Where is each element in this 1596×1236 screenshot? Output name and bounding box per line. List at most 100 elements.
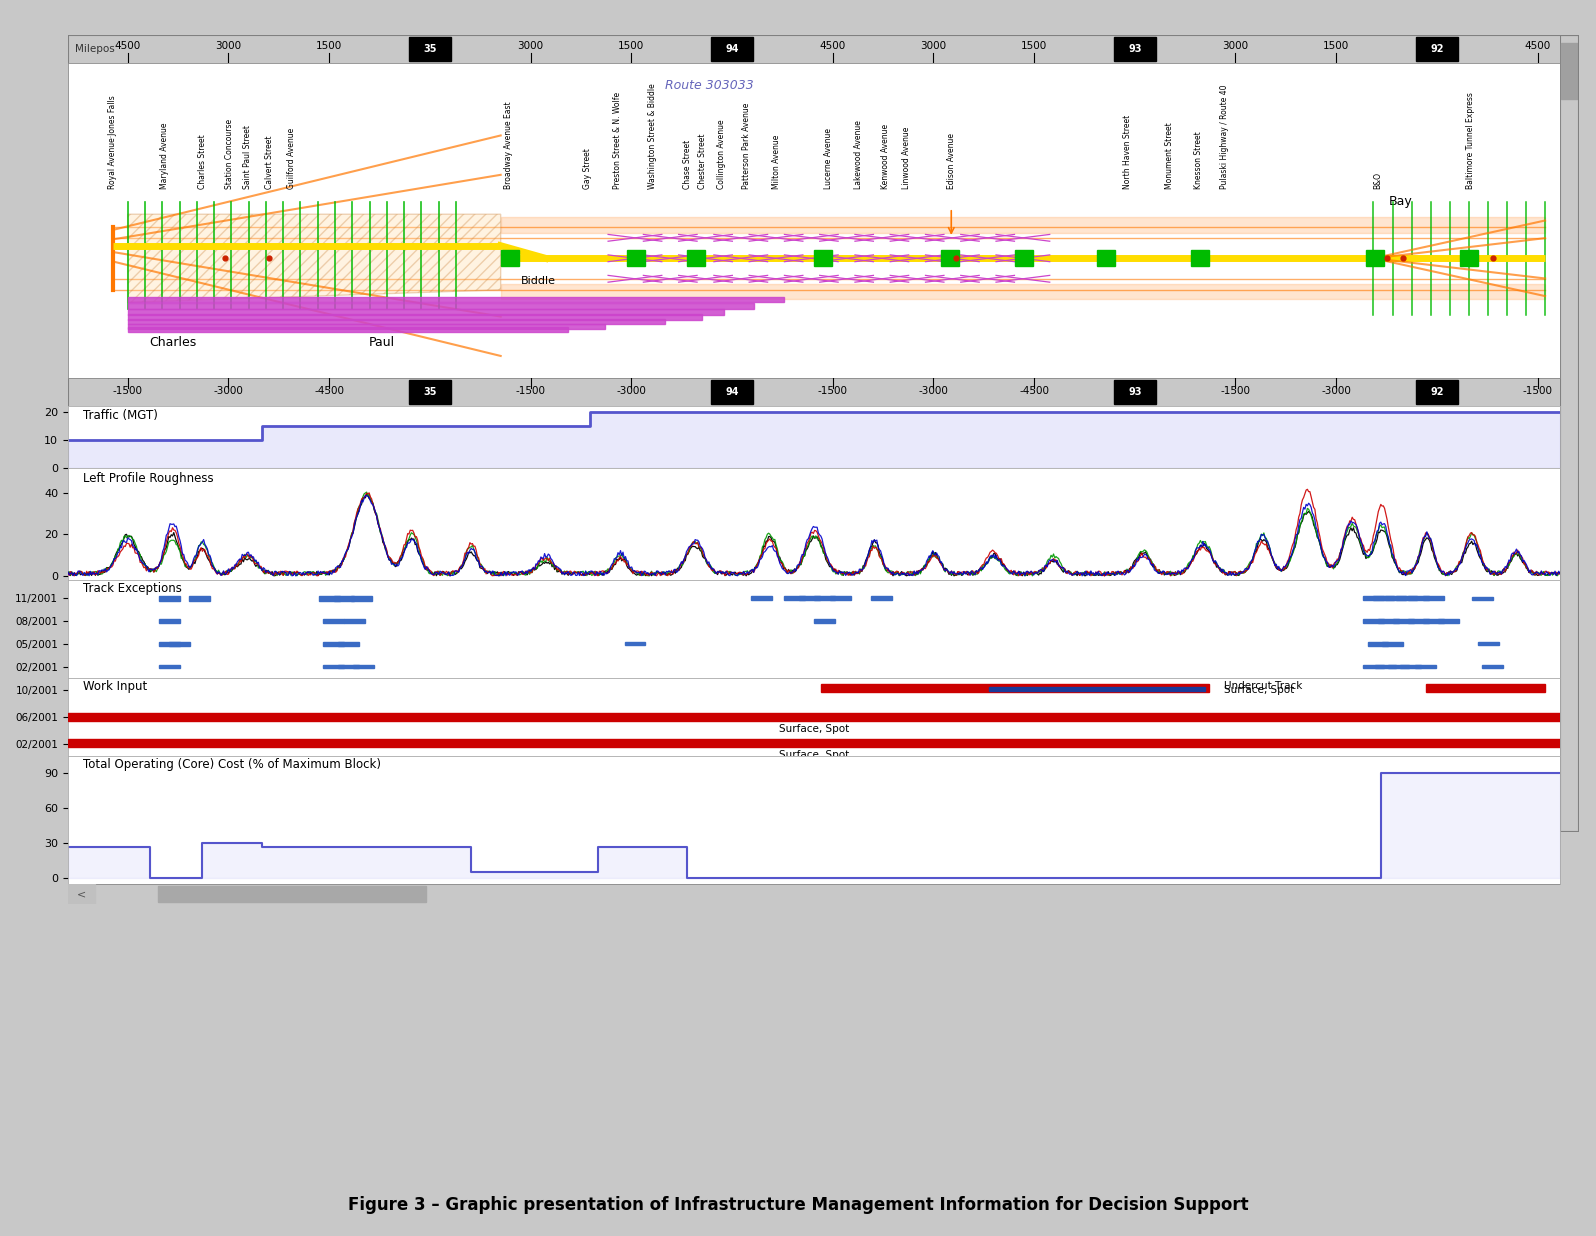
Text: Linwood Avenue: Linwood Avenue [902,126,911,189]
Bar [322,665,345,669]
Bar [322,641,345,645]
Text: -1500: -1500 [113,387,142,397]
Bar [1363,619,1384,623]
Bar [814,596,835,601]
Bar [1385,596,1406,601]
Text: -3000: -3000 [918,387,948,397]
Text: 1500: 1500 [1323,41,1349,51]
Text: Surface, Spot: Surface, Spot [779,723,849,734]
Bar [69,739,1559,747]
Text: Traffic (MGT): Traffic (MGT) [83,409,158,421]
Text: Maryland Avenue: Maryland Avenue [161,122,169,189]
Bar [1416,37,1457,61]
Bar [1416,381,1457,404]
Text: Surface, Spot: Surface, Spot [1224,685,1294,695]
Bar [353,665,373,669]
Text: 93: 93 [1128,387,1141,397]
Bar [1363,665,1384,669]
Bar [169,641,190,645]
Text: 35: 35 [423,387,437,397]
Text: Chase Street: Chase Street [683,140,691,189]
Bar [128,326,568,332]
Bar [334,596,354,601]
Bar [1483,665,1503,667]
Text: Station Concourse: Station Concourse [225,119,233,189]
Bar [1393,619,1414,623]
Text: <: < [77,889,86,899]
Bar [814,251,832,266]
Text: Biddle: Biddle [520,276,555,286]
Polygon shape [128,214,501,303]
Text: 4500: 4500 [115,41,140,51]
Text: North Haven Street: North Haven Street [1124,115,1132,189]
Text: 4500: 4500 [1524,41,1551,51]
Text: -4500: -4500 [314,387,345,397]
Bar [940,251,959,266]
Bar [1460,251,1478,266]
Bar [712,381,753,404]
Text: Broadway Avenue East: Broadway Avenue East [504,101,512,189]
Text: 92: 92 [1430,44,1444,54]
Text: Royal Avenue·Jones Falls: Royal Avenue·Jones Falls [109,95,117,189]
Text: 3000: 3000 [921,41,946,51]
Bar [1366,251,1384,266]
Text: Monument Street: Monument Street [1165,122,1173,189]
Bar [1408,619,1428,623]
Bar [814,619,835,623]
Bar [1192,251,1210,266]
Bar [1400,665,1422,669]
Bar [128,324,605,329]
Bar [1376,665,1396,669]
Text: Kenwood Avenue: Kenwood Avenue [881,124,891,189]
Text: B&O: B&O [1374,172,1382,189]
Bar [1377,619,1398,623]
Bar [1425,685,1545,692]
Bar [784,596,804,601]
Bar [501,251,519,266]
Text: Milton Avenue: Milton Avenue [772,135,780,189]
Bar [988,686,1205,691]
Bar [409,381,450,404]
Text: 3000: 3000 [215,41,241,51]
Bar [160,596,180,601]
Bar [800,596,820,601]
Bar [1416,665,1436,669]
Bar [1422,619,1444,623]
Text: 4500: 4500 [819,41,846,51]
Bar [128,314,702,320]
Text: Edison Avenue: Edison Avenue [946,133,956,189]
Bar [752,596,772,601]
Text: Work Input: Work Input [83,680,147,693]
Text: -1500: -1500 [516,387,546,397]
Bar [1438,619,1459,623]
Text: Charles: Charles [148,336,196,350]
Bar [188,596,209,601]
Bar [160,641,180,645]
Text: Left Profile Roughness: Left Profile Roughness [83,472,214,486]
Text: 3000: 3000 [517,41,544,51]
Text: Surface, Spot: Surface, Spot [779,750,849,760]
Bar [822,685,1210,692]
Bar [322,619,345,623]
Bar [1422,596,1444,601]
Bar [624,643,645,645]
Bar [160,665,180,669]
Bar [1098,251,1116,266]
Bar [712,37,753,61]
Text: Track Exceptions: Track Exceptions [83,582,182,596]
Text: -3000: -3000 [1321,387,1352,397]
Bar [128,319,666,324]
Text: Lucerne Avenue: Lucerne Avenue [825,129,833,189]
Bar [128,303,755,309]
Text: 3000: 3000 [1223,41,1248,51]
Text: Route 303033: Route 303033 [666,79,753,91]
Text: Total Operating (Core) Cost (% of Maximum Block): Total Operating (Core) Cost (% of Maximu… [83,759,381,771]
Bar [69,884,94,904]
Text: Chester Street: Chester Street [697,133,707,189]
Bar [345,619,365,623]
Text: Gay Street: Gay Street [583,148,592,189]
Text: Milepos: Milepos [75,44,115,54]
Bar [871,596,892,601]
Bar [1561,43,1578,99]
Bar [409,37,450,61]
